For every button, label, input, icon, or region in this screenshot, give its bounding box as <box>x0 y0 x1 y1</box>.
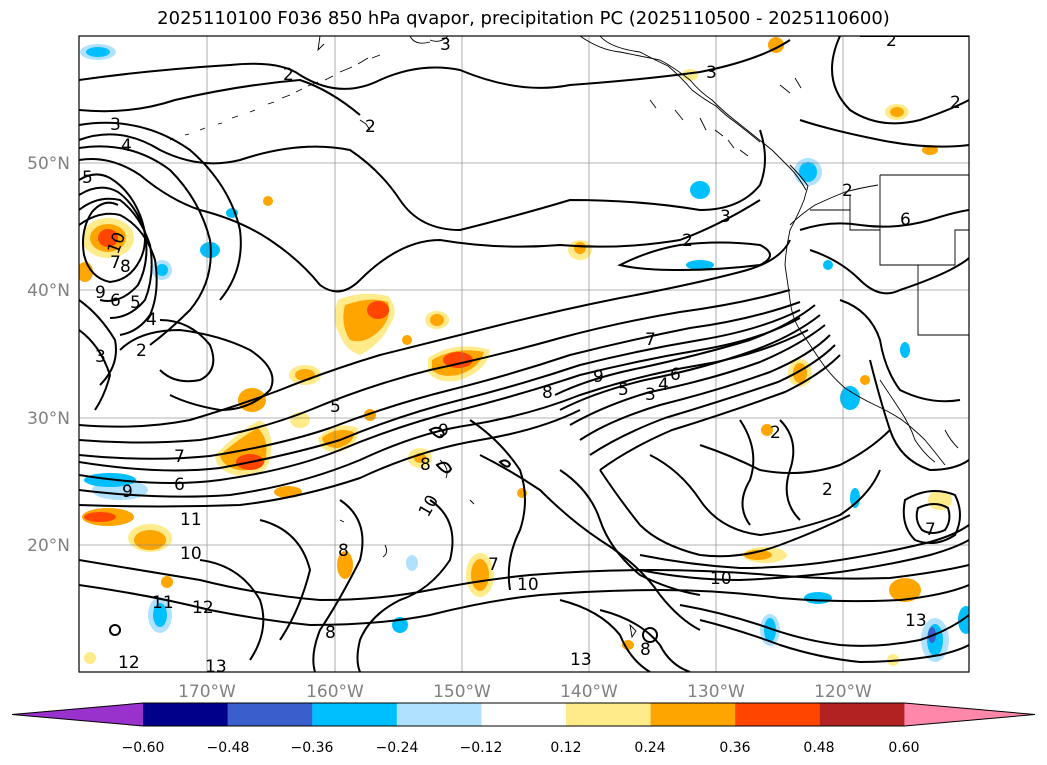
colorbar-bin <box>227 703 313 726</box>
colorbar-bin <box>819 703 905 726</box>
svg-text:2: 2 <box>886 31 897 51</box>
lon-tick-label: 140°W <box>560 682 618 702</box>
svg-text:13: 13 <box>570 650 592 670</box>
svg-text:2: 2 <box>682 231 693 251</box>
lon-tick-label: 130°W <box>687 682 745 702</box>
svg-text:7: 7 <box>645 330 656 350</box>
svg-text:7: 7 <box>110 253 121 273</box>
svg-text:2: 2 <box>842 181 853 201</box>
svg-text:9: 9 <box>593 367 604 387</box>
svg-text:8: 8 <box>542 383 553 403</box>
lat-tick-label: 50°N <box>27 154 70 174</box>
colorbar-tick-label: −0.48 <box>207 740 250 756</box>
svg-text:4: 4 <box>658 375 669 395</box>
precip-shading <box>79 37 969 666</box>
svg-text:5: 5 <box>82 168 93 188</box>
humidity-contours <box>79 36 969 672</box>
svg-text:6: 6 <box>900 210 911 230</box>
colorbar-tick-label: 0.60 <box>888 740 919 756</box>
lat-tick-label: 30°N <box>27 409 70 429</box>
colorbar <box>11 702 1036 727</box>
svg-text:2: 2 <box>365 117 376 137</box>
colorbar-bin <box>143 703 229 726</box>
svg-text:3: 3 <box>95 347 106 367</box>
svg-text:9: 9 <box>122 482 133 502</box>
svg-text:2: 2 <box>950 93 961 113</box>
svg-text:9: 9 <box>438 421 449 441</box>
colorbar-tick-label: −0.60 <box>122 740 165 756</box>
lat-tick-labels: 50°N 40°N 30°N 20°N <box>27 154 70 556</box>
colorbar-bin <box>481 703 567 726</box>
coastlines <box>169 36 969 639</box>
colorbar-tick-label: −0.24 <box>376 740 419 756</box>
svg-text:8: 8 <box>420 455 431 475</box>
svg-text:11: 11 <box>180 510 202 530</box>
svg-text:4: 4 <box>121 136 132 156</box>
svg-text:13: 13 <box>905 611 927 631</box>
svg-text:11: 11 <box>152 593 174 613</box>
colorbar-bin <box>312 703 398 726</box>
svg-text:5: 5 <box>130 293 141 313</box>
svg-text:2: 2 <box>770 423 781 443</box>
svg-text:4: 4 <box>146 310 157 330</box>
svg-text:6: 6 <box>174 475 185 495</box>
colorbar-outline <box>11 702 1036 727</box>
svg-text:2: 2 <box>283 65 294 85</box>
svg-text:7: 7 <box>925 520 936 540</box>
colorbar-bin <box>735 703 821 726</box>
svg-text:2: 2 <box>136 341 147 361</box>
svg-text:6: 6 <box>110 291 121 311</box>
svg-text:3: 3 <box>720 207 731 227</box>
colorbar-tick-label: 0.48 <box>803 740 834 756</box>
lon-tick-label: 170°W <box>178 682 236 702</box>
map-frame <box>78 35 970 673</box>
svg-text:8: 8 <box>325 623 336 643</box>
colorbar-bin <box>650 703 736 726</box>
map-title: 2025110100 F036 850 hPa qvapor, precipit… <box>157 8 890 29</box>
svg-text:3: 3 <box>110 115 121 135</box>
lat-tick-label: 20°N <box>27 536 70 556</box>
svg-text:9: 9 <box>95 283 106 303</box>
svg-text:7: 7 <box>488 555 499 575</box>
colorbar-extend-high <box>904 703 1035 726</box>
colorbar-tick-label: 0.12 <box>550 740 581 756</box>
colorbar-tick-label: 0.36 <box>719 740 750 756</box>
svg-text:12: 12 <box>118 653 140 673</box>
lon-tick-label: 150°W <box>433 682 491 702</box>
map-panel <box>79 36 969 672</box>
colorbar-tick-labels: −0.60 −0.48 −0.36 −0.24 −0.12 0.12 0.24 … <box>122 740 920 756</box>
svg-text:7: 7 <box>174 447 185 467</box>
colorbar-tick-label: −0.12 <box>460 740 503 756</box>
svg-text:10: 10 <box>710 569 732 589</box>
svg-text:5: 5 <box>618 380 629 400</box>
svg-text:13: 13 <box>205 657 227 677</box>
svg-text:3: 3 <box>706 63 717 83</box>
lon-tick-label: 120°W <box>814 682 872 702</box>
svg-text:5: 5 <box>330 397 341 417</box>
svg-text:3: 3 <box>440 35 451 55</box>
lat-tick-label: 40°N <box>27 281 70 301</box>
lon-tick-labels: 170°W 160°W 150°W 140°W 130°W 120°W <box>178 682 872 702</box>
colorbar-bin <box>396 703 482 726</box>
colorbar-extend-low <box>12 703 143 726</box>
svg-text:10: 10 <box>517 575 539 595</box>
svg-text:2: 2 <box>822 480 833 500</box>
svg-text:8: 8 <box>120 257 131 277</box>
svg-text:8: 8 <box>338 541 349 561</box>
svg-text:12: 12 <box>192 598 214 618</box>
svg-text:3: 3 <box>645 385 656 405</box>
colorbar-tick-label: −0.36 <box>291 740 334 756</box>
svg-text:8: 8 <box>640 640 651 660</box>
lon-tick-label: 160°W <box>306 682 364 702</box>
colorbar-tick-label: 0.24 <box>634 740 665 756</box>
colorbar-bin <box>566 703 652 726</box>
svg-text:10: 10 <box>180 544 202 564</box>
svg-text:6: 6 <box>670 365 681 385</box>
